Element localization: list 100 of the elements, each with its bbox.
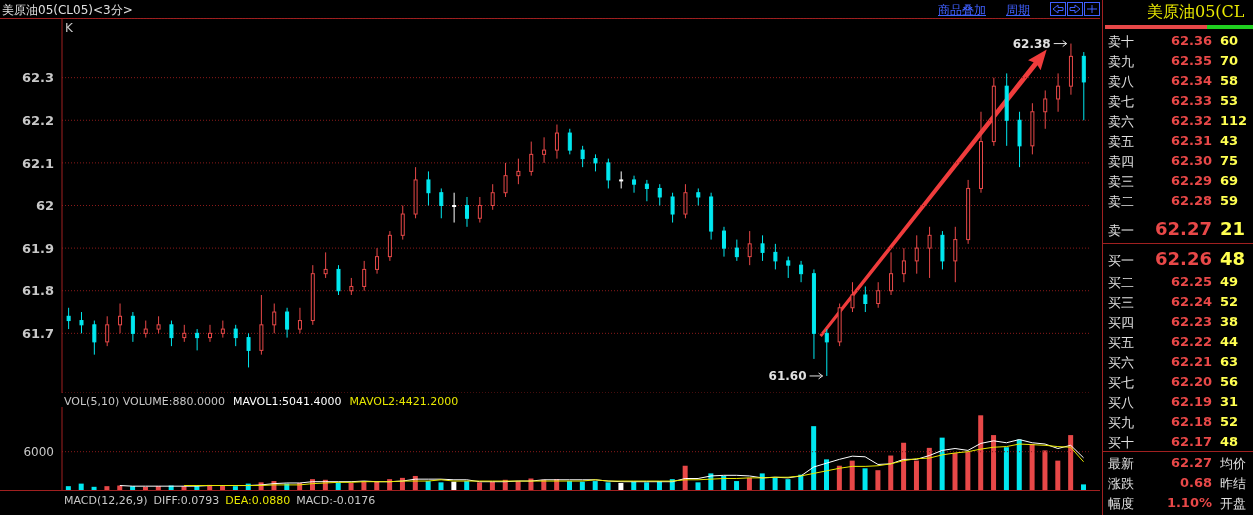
bar — [232, 486, 238, 490]
data-label: 70 — [1220, 53, 1239, 68]
data-label: 60 — [1220, 33, 1239, 48]
y-tick-label: 61.7 — [21, 325, 54, 341]
candlestick — [516, 158, 521, 185]
candlestick — [850, 281, 855, 313]
bar — [913, 460, 919, 490]
bar — [425, 481, 431, 490]
candlestick — [323, 251, 328, 279]
data-label: 62.28 — [1170, 193, 1212, 208]
y-tick-label: 62.2 — [21, 112, 54, 128]
data-label: 56 — [1220, 374, 1239, 389]
candlestick — [79, 311, 84, 334]
text: 美原油05(CL — [1147, 2, 1245, 23]
data-label: 62.35 — [1170, 53, 1212, 68]
candlestick — [632, 175, 637, 194]
y-tick-label: 62 — [35, 198, 54, 214]
text: 周期 — [1006, 2, 1030, 19]
y-tick-label: 62.1 — [21, 155, 54, 171]
data-label: 62.20 — [1170, 374, 1212, 389]
text: MACD(12,26,9) — [64, 494, 148, 507]
bar — [901, 442, 907, 490]
bar — [862, 468, 868, 490]
bar — [759, 473, 765, 490]
candlestick — [130, 311, 135, 343]
data-label: 62.32 — [1170, 113, 1212, 128]
data-label: 58 — [1220, 73, 1239, 88]
bar — [836, 465, 842, 490]
bar — [605, 482, 611, 490]
candlestick — [169, 320, 174, 347]
candlestick — [400, 205, 405, 241]
bar — [991, 435, 997, 490]
bar — [721, 475, 727, 490]
data-label: 21 — [1220, 218, 1246, 239]
data-label: 52 — [1220, 294, 1239, 309]
data-label: 62.33 — [1170, 93, 1212, 108]
data-label: 0.68 — [1179, 475, 1212, 490]
bar — [142, 486, 148, 490]
candlestick — [490, 183, 495, 211]
candlestick — [734, 239, 739, 262]
data-label: 59 — [1220, 193, 1239, 208]
bar — [978, 415, 984, 490]
bar — [618, 482, 624, 490]
data-label: 62.29 — [1170, 173, 1212, 188]
category-label: 买十 — [1108, 434, 1134, 452]
category-label: 买六 — [1108, 354, 1134, 372]
data-label: 63 — [1220, 354, 1239, 369]
bar — [1055, 460, 1061, 490]
data-label: 44 — [1220, 334, 1239, 349]
bar — [746, 477, 752, 490]
bar — [849, 460, 855, 490]
data-label: 62.34 — [1170, 73, 1212, 88]
candlestick — [195, 328, 200, 351]
candlestick — [914, 234, 919, 275]
candlestick — [799, 260, 804, 283]
candlestick — [297, 307, 302, 334]
candlestick — [721, 226, 726, 258]
data-label: 62.18 — [1170, 414, 1212, 429]
chart-title: 美原油05(CL05)<3分> — [2, 2, 133, 19]
category-label: 幅度 — [1108, 495, 1134, 513]
chart-title: VOL(5,10) VOLUME:880.0000 — [64, 395, 225, 408]
candlestick — [285, 307, 290, 339]
data-label: 62.30 — [1170, 153, 1212, 168]
bar — [888, 455, 894, 490]
data-label: 62.21 — [1170, 354, 1212, 369]
text: MAVOL1:5041.4000 — [232, 395, 342, 408]
bar — [952, 452, 958, 490]
bar — [1016, 439, 1022, 490]
candlestick — [554, 124, 559, 160]
category-label: 买四 — [1108, 314, 1134, 332]
data-label: 1.10% — [1166, 495, 1212, 510]
text: MACD:-0.0176 — [296, 494, 376, 507]
candlestick — [464, 196, 469, 228]
data-label: 62.24 — [1170, 294, 1212, 309]
bar — [477, 482, 483, 490]
candlestick — [477, 196, 482, 224]
bar — [117, 485, 123, 490]
annotation: 62.38 — [1012, 36, 1051, 51]
bar — [1029, 444, 1035, 490]
candlestick — [670, 192, 675, 224]
bar — [965, 451, 971, 490]
candlestick — [439, 187, 444, 219]
bar — [579, 481, 585, 490]
bar — [451, 481, 457, 490]
data-label: 112 — [1220, 113, 1248, 128]
bar — [695, 482, 701, 490]
text: 均价 — [1220, 455, 1246, 473]
category-label: 卖一 — [1108, 222, 1134, 240]
data-label: 62.23 — [1170, 314, 1212, 329]
candlestick — [760, 234, 765, 262]
candlestick — [118, 303, 123, 334]
candlestick — [66, 307, 71, 330]
candlestick — [773, 243, 778, 270]
data-label: 75 — [1220, 153, 1239, 168]
data-label: 53 — [1220, 93, 1239, 108]
y-tick-label: 6000 — [23, 444, 54, 459]
category-label: 卖四 — [1108, 153, 1134, 171]
annotation: 61.60 — [768, 368, 807, 383]
data-label: 31 — [1220, 394, 1239, 409]
bar — [348, 482, 354, 490]
